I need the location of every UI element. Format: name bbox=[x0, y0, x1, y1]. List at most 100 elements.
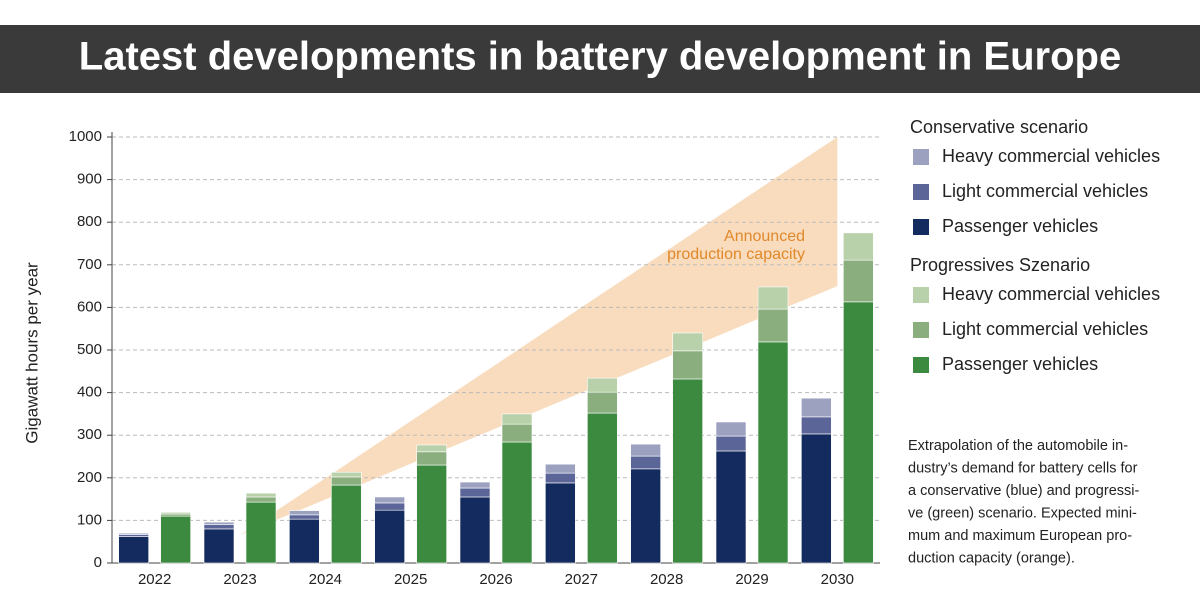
legend-swatch bbox=[913, 357, 929, 373]
y-tick-label: 400 bbox=[77, 384, 102, 401]
bar-segment bbox=[203, 528, 235, 564]
bar-segment bbox=[459, 481, 491, 489]
bar-segment bbox=[545, 463, 576, 474]
bar-segment bbox=[501, 441, 533, 564]
x-tick-label: 2024 bbox=[309, 571, 342, 588]
bar-segment bbox=[630, 468, 661, 564]
bar-segment bbox=[331, 484, 362, 564]
bar-segment bbox=[587, 377, 618, 393]
bar-segment bbox=[374, 509, 405, 564]
legend-title: Conservative scenario bbox=[910, 117, 1088, 137]
legend-label: Heavy commercial vehicles bbox=[942, 146, 1160, 166]
bar-segment bbox=[416, 444, 447, 453]
y-tick-label: 600 bbox=[77, 298, 102, 315]
bar-segment bbox=[289, 510, 320, 516]
x-tick-label: 2022 bbox=[138, 571, 171, 588]
bar-segment bbox=[459, 496, 491, 564]
bar-segment bbox=[757, 308, 789, 343]
bar-segment bbox=[545, 472, 576, 484]
bar-segment bbox=[587, 391, 618, 414]
bar-segment bbox=[843, 259, 874, 303]
bar-segment bbox=[374, 496, 405, 504]
bar-segment bbox=[672, 332, 703, 352]
note-line: Extrapolation of the automobile in- bbox=[908, 438, 1128, 454]
x-tick-label: 2023 bbox=[223, 571, 256, 588]
note-line: a conservative (blue) and progressi- bbox=[908, 483, 1139, 499]
bar-segment bbox=[203, 524, 235, 530]
x-tick-label: 2025 bbox=[394, 571, 427, 588]
legend-swatch bbox=[913, 184, 929, 200]
x-tick-label: 2027 bbox=[565, 571, 598, 588]
bar-segment bbox=[118, 532, 149, 535]
bar-segment bbox=[715, 421, 747, 437]
bar-segment bbox=[331, 471, 362, 478]
bar-segment bbox=[843, 232, 874, 261]
title-bar bbox=[0, 25, 1200, 93]
bar-segment bbox=[118, 536, 149, 564]
legend-title: Progressives Szenario bbox=[910, 255, 1090, 275]
bar-segment bbox=[416, 451, 447, 466]
y-tick-label: 0 bbox=[94, 554, 102, 571]
legend-label: Light commercial vehicles bbox=[942, 319, 1148, 339]
bar-segment bbox=[801, 397, 832, 418]
bar-segment bbox=[416, 464, 447, 564]
bar-segment bbox=[630, 443, 661, 457]
x-tick-label: 2030 bbox=[821, 571, 854, 588]
note-line: dustry’s demand for battery cells for bbox=[908, 460, 1138, 476]
capacity-band bbox=[240, 137, 838, 535]
capacity-label: Announced bbox=[724, 228, 805, 245]
note-line: ve (green) scenario. Expected mini- bbox=[908, 505, 1137, 521]
bar-segment bbox=[757, 341, 789, 564]
bar-segment bbox=[289, 514, 320, 520]
bar-segment bbox=[459, 487, 491, 498]
bar-segment bbox=[587, 412, 618, 564]
legend-label: Passenger vehicles bbox=[942, 216, 1098, 236]
bar-segment bbox=[203, 521, 235, 525]
bar-segment bbox=[245, 496, 277, 503]
bar-segment bbox=[801, 416, 832, 435]
legend-label: Passenger vehicles bbox=[942, 354, 1098, 374]
legend-swatch bbox=[913, 219, 929, 235]
bar-segment bbox=[757, 286, 789, 310]
x-tick-label: 2026 bbox=[479, 571, 512, 588]
bar-segment bbox=[245, 501, 277, 564]
legend-label: Heavy commercial vehicles bbox=[942, 284, 1160, 304]
y-tick-label: 1000 bbox=[69, 128, 102, 145]
bar-segment bbox=[118, 534, 149, 537]
y-tick-label: 300 bbox=[77, 426, 102, 443]
bar-segment bbox=[501, 413, 533, 425]
y-axis-label: Gigawatt hours per year bbox=[22, 262, 41, 444]
legend-label: Light commercial vehicles bbox=[942, 181, 1148, 201]
x-tick-label: 2028 bbox=[650, 571, 683, 588]
bar-segment bbox=[501, 423, 533, 443]
y-tick-label: 500 bbox=[77, 341, 102, 358]
y-tick-label: 800 bbox=[77, 213, 102, 230]
chart-title: Latest developments in battery developme… bbox=[79, 35, 1121, 79]
y-tick-label: 900 bbox=[77, 171, 102, 188]
bar-segment bbox=[289, 518, 320, 564]
legend-swatch bbox=[913, 287, 929, 303]
bar-segment bbox=[715, 435, 747, 452]
bar-segment bbox=[630, 455, 661, 470]
bar-segment bbox=[331, 476, 362, 486]
bar-segment bbox=[715, 450, 747, 564]
legend-swatch bbox=[913, 149, 929, 165]
y-tick-label: 200 bbox=[77, 469, 102, 486]
note-line: duction capacity (orange). bbox=[908, 550, 1075, 566]
y-tick-label: 100 bbox=[77, 511, 102, 528]
bar-segment bbox=[672, 378, 703, 564]
bar-segment bbox=[374, 502, 405, 511]
bar-segment bbox=[245, 492, 277, 498]
legend-swatch bbox=[913, 322, 929, 338]
bar-segment bbox=[160, 515, 191, 564]
bar-segment bbox=[545, 482, 576, 564]
y-tick-label: 700 bbox=[77, 256, 102, 273]
note-line: mum and maximum European pro- bbox=[908, 528, 1132, 544]
bar-segment bbox=[843, 301, 874, 564]
bar-segment bbox=[160, 513, 191, 517]
x-tick-label: 2029 bbox=[735, 571, 768, 588]
bar-segment bbox=[160, 512, 191, 515]
bar-segment bbox=[672, 350, 703, 380]
